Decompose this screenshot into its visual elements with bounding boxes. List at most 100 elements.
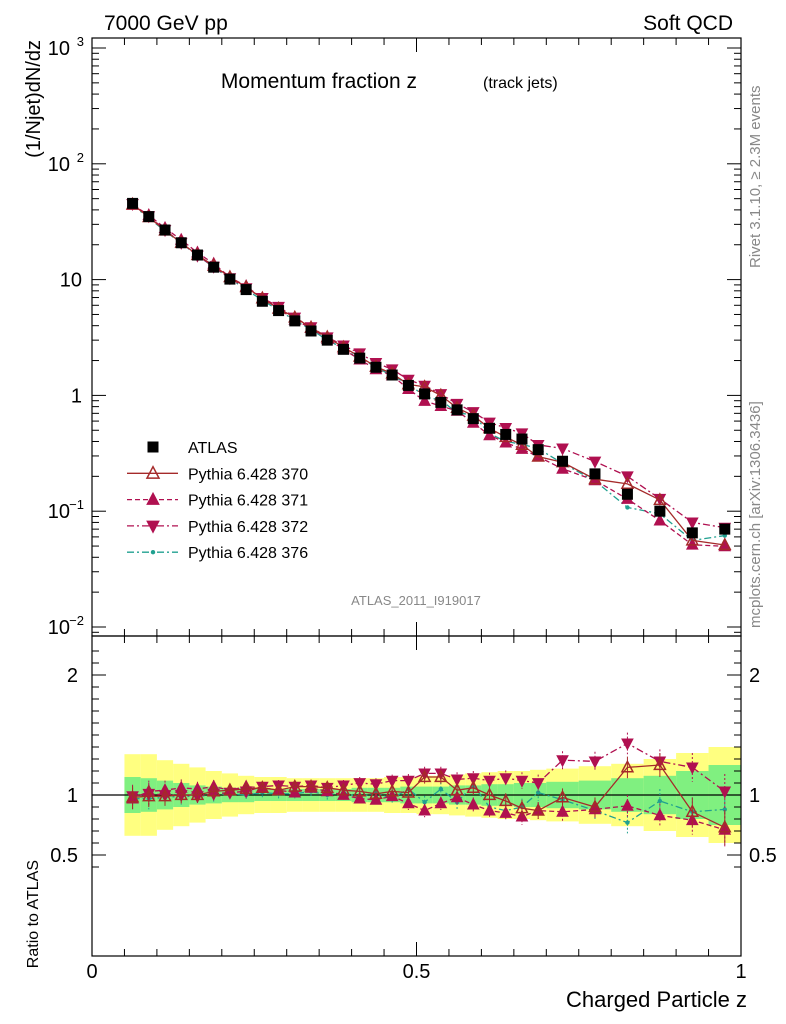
- series-pythia-6-428-370-ratio-point: [369, 786, 383, 799]
- ratio-tick-label-right: 1: [749, 785, 760, 807]
- y-tick-label: 10: [60, 270, 82, 292]
- series-atlas-point: [451, 404, 463, 416]
- series-pythia-6-428-370-ratio-point: [620, 759, 635, 773]
- series-pythia-6-428-370-ratio-point: [223, 782, 237, 796]
- y-tick-exponent: 2: [77, 150, 84, 165]
- series-pythia-6-428-372-ratio-point: [466, 773, 480, 786]
- series-pythia-6-428-370-ratio-point: [239, 781, 253, 795]
- series-pythia-6-428-370-point: [620, 476, 635, 490]
- series-pythia-6-428-370-ratio-point: [450, 782, 464, 796]
- series-pythia-6-428-371-point: [653, 513, 667, 526]
- series-pythia-6-428-372-point: [588, 456, 602, 469]
- rivet-label: Rivet 3.1.10, ≥ 2.3M events: [747, 86, 764, 269]
- series-pythia-6-428-370-point: [531, 448, 545, 462]
- series-atlas-point: [419, 388, 431, 400]
- series-atlas-point: [386, 369, 398, 381]
- series-pythia-6-428-372-ratio-point: [588, 756, 602, 769]
- series-pythia-6-428-371-ratio-point: [466, 797, 480, 810]
- ratio-tick-label: 0.5: [50, 845, 78, 867]
- series-pythia-6-428-370-ratio-point: [434, 769, 448, 783]
- series-pythia-6-428-376-ratio-point: [438, 786, 444, 792]
- series-pythia-6-428-370-ratio-point: [190, 787, 205, 801]
- series-pythia-6-428-371-legend-marker: [146, 491, 160, 505]
- series-pythia-6-428-371-ratio-point: [483, 803, 496, 816]
- analysis-label: ATLAS_2011_I919017: [351, 593, 481, 608]
- series-pythia-6-428-370-ratio-point: [385, 783, 399, 797]
- series-atlas-point: [484, 422, 496, 434]
- series-pythia-6-428-370-point: [718, 537, 732, 551]
- ratio-tick-label: 2: [67, 665, 78, 687]
- mcplots-label: mcplots.cern.ch [arXiv:1306.3436]: [747, 401, 764, 628]
- series-pythia-6-428-376-legend-marker: [150, 550, 156, 555]
- series-pythia-6-428-371-point: [556, 461, 569, 474]
- series-atlas-point: [532, 444, 544, 456]
- series-pythia-6-428-372-point: [499, 422, 513, 435]
- series-atlas-point: [500, 428, 512, 440]
- series-atlas-point: [224, 273, 236, 285]
- series-pythia-6-428-371-ratio-point: [621, 798, 634, 811]
- series-pythia-6-428-370-point: [685, 532, 700, 546]
- y-tick-label: 10: [48, 154, 70, 176]
- series-pythia-6-428-372-ratio-point: [369, 779, 383, 792]
- series-pythia-6-428-370-ratio-point: [271, 782, 286, 796]
- x-tick-label: 0: [86, 961, 97, 983]
- series-pythia-6-428-371-ratio-point: [556, 804, 569, 817]
- series-atlas-point: [305, 325, 317, 337]
- series-atlas-point: [159, 224, 171, 236]
- series-pythia-6-428-372-ratio-line: [132, 742, 726, 797]
- series-pythia-6-428-370-ratio-point: [531, 802, 545, 816]
- series-pythia-6-428-372-legend-label: Pythia 6.428 372: [188, 519, 308, 536]
- series-pythia-6-428-370-ratio-point: [288, 778, 302, 792]
- series-pythia-6-428-371-ratio-point: [353, 791, 367, 804]
- y-tick-exponent: −2: [69, 613, 84, 628]
- series-pythia-6-428-376-ratio-point: [722, 807, 727, 812]
- series-atlas-legend-label: ATLAS: [188, 440, 238, 457]
- series-pythia-6-428-372-ratio-point: [499, 773, 513, 786]
- series-atlas-point: [256, 295, 268, 307]
- series-pythia-6-428-370-ratio-point: [352, 783, 367, 797]
- series-atlas-point: [321, 334, 333, 346]
- ratio-tick-label-right: 2: [749, 665, 760, 687]
- x-tick-label: 1: [735, 961, 746, 983]
- y-tick-label: 1: [71, 385, 82, 407]
- series-pythia-6-428-372-ratio-point: [685, 762, 699, 775]
- series-pythia-6-428-372-ratio-point: [718, 786, 732, 799]
- series-atlas-point: [370, 361, 382, 373]
- y-tick-exponent: −1: [69, 497, 84, 512]
- legend: ATLAS Pythia 6.428 370 Pythia 6.428 371 Pyt…: [127, 440, 308, 562]
- series-pythia-6-428-371-ratio-point: [402, 796, 415, 809]
- ratio-axis-label: Ratio to ATLAS: [25, 860, 42, 968]
- series-atlas-point: [686, 527, 698, 539]
- series-pythia-6-428-371-ratio-point: [434, 796, 448, 809]
- chart-title: Momentum fraction z: [221, 70, 417, 93]
- series-pythia-6-428-371-ratio-line: [132, 785, 725, 831]
- series-atlas-point: [208, 261, 220, 273]
- series-atlas-point: [589, 468, 601, 480]
- series-pythia-6-428-370-ratio-point: [320, 780, 335, 793]
- series-pythia-6-428-370-legend-marker: [145, 465, 161, 479]
- series-pythia-6-428-370-ratio-point: [718, 819, 732, 833]
- series-atlas-point: [467, 413, 479, 425]
- series-pythia-6-428-376-ratio-point: [422, 800, 427, 805]
- process-label: Soft QCD: [643, 12, 733, 35]
- series-atlas-point: [435, 396, 447, 408]
- y-tick-label: 10: [48, 38, 70, 60]
- series-pythia-6-428-370-legend-label: Pythia 6.428 370: [188, 466, 308, 483]
- series-pythia-6-428-372-ratio-point: [402, 775, 415, 788]
- ratio-panel: 0 0.5 1 0.5 0.5 1 1 2 2: [50, 636, 777, 983]
- series-atlas-point: [175, 237, 187, 249]
- series-atlas-point: [273, 305, 285, 317]
- series-pythia-6-428-371-point: [685, 537, 699, 550]
- ratio-frame: [91, 635, 742, 957]
- series-atlas-point: [143, 211, 155, 223]
- series-pythia-6-428-371-legend-label: Pythia 6.428 371: [188, 493, 308, 510]
- series-pythia-6-428-372-ratio-point: [531, 778, 545, 791]
- series-atlas-point: [557, 455, 569, 467]
- series-pythia-6-428-376-ratio-point: [657, 798, 663, 804]
- y-tick-label: 10: [48, 501, 70, 523]
- series-pythia-6-428-370-ratio-point: [482, 787, 497, 801]
- series-pythia-6-428-372-ratio-point: [385, 775, 399, 788]
- series-pythia-6-428-372-ratio-point: [515, 775, 529, 788]
